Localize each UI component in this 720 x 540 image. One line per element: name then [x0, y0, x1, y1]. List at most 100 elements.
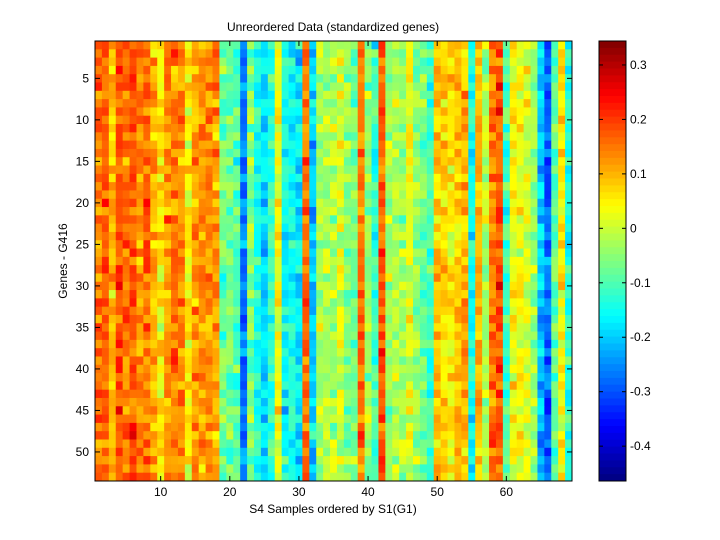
heatmap-cell [530, 397, 538, 407]
heatmap-cell [482, 148, 490, 158]
heatmap-cell [516, 41, 525, 50]
heatmap-cell [205, 265, 213, 274]
heatmap-cell [558, 431, 566, 440]
heatmap-cell [115, 65, 124, 75]
heatmap-cell [482, 231, 490, 241]
heatmap-cell [530, 364, 538, 374]
heatmap-cell [205, 331, 213, 341]
heatmap-cell [336, 364, 345, 374]
heatmap-cell [295, 414, 303, 424]
heatmap-cell [433, 90, 442, 100]
heatmap-cell [219, 115, 227, 125]
heatmap-cell [537, 439, 545, 449]
heatmap-cell [406, 472, 414, 482]
heatmap-cell [240, 439, 248, 449]
heatmap-cell [330, 49, 338, 58]
heatmap-cell [164, 231, 172, 241]
heatmap-cell [323, 57, 331, 67]
heatmap-cell [177, 389, 186, 399]
heatmap-cell [191, 240, 200, 249]
heatmap-cell [364, 82, 372, 92]
heatmap-cell [288, 124, 296, 133]
heatmap-cell [254, 240, 262, 249]
heatmap-cell [260, 65, 269, 75]
heatmap-cell [281, 240, 289, 249]
heatmap-cell [495, 231, 504, 241]
heatmap-cell [419, 173, 428, 183]
heatmap-cell [399, 439, 407, 449]
heatmap-cell [343, 157, 352, 166]
heatmap-cell [129, 140, 137, 150]
heatmap-cell [323, 231, 331, 241]
heatmap-cell [440, 381, 448, 391]
heatmap-cell [164, 256, 172, 266]
heatmap-cell [101, 132, 110, 142]
heatmap-cell [219, 207, 227, 216]
heatmap-cell [440, 74, 448, 83]
heatmap-cell [378, 173, 386, 183]
heatmap-cell [240, 173, 248, 183]
heatmap-cell [171, 381, 179, 391]
heatmap-cell [385, 223, 393, 233]
heatmap-cell [406, 414, 414, 424]
heatmap-cell [184, 256, 193, 266]
heatmap-cell [95, 49, 103, 58]
heatmap-cell [530, 223, 538, 233]
heatmap-cell [537, 447, 545, 457]
heatmap-cell [198, 74, 207, 83]
heatmap-cell [205, 165, 213, 175]
heatmap-cell [454, 157, 462, 166]
heatmap-cell [219, 414, 227, 424]
heatmap-cell [150, 331, 158, 341]
heatmap-cell [378, 41, 386, 50]
heatmap-cell [509, 82, 518, 92]
heatmap-cell [537, 273, 545, 283]
heatmap-cell [309, 49, 317, 58]
heatmap-cell [101, 348, 110, 357]
heatmap-cell [530, 49, 538, 58]
heatmap-cell [150, 323, 158, 332]
heatmap-cell [482, 464, 490, 474]
heatmap-cell [101, 248, 110, 258]
heatmap-cell [122, 124, 130, 133]
heatmap-cell [447, 306, 455, 316]
heatmap-cell [378, 65, 386, 75]
heatmap-cell [274, 273, 283, 283]
heatmap-cell [413, 456, 421, 465]
heatmap-cell [336, 165, 345, 175]
heatmap-cell [219, 74, 227, 83]
heatmap-cell [177, 74, 186, 83]
heatmap-cell [350, 41, 359, 50]
heatmap-cell [565, 41, 573, 50]
heatmap-cell [191, 414, 200, 424]
heatmap-cell [544, 115, 552, 125]
heatmap-cell [122, 323, 130, 332]
heatmap-cell [454, 397, 462, 407]
heatmap-cell [129, 148, 137, 158]
heatmap-cell [447, 240, 455, 249]
heatmap-cell [247, 364, 255, 374]
heatmap-cell [447, 464, 455, 474]
heatmap-cell [240, 298, 248, 308]
heatmap-cell [219, 306, 227, 316]
heatmap-cell [177, 348, 186, 357]
heatmap-cell [157, 57, 165, 67]
heatmap-cell [371, 348, 379, 357]
heatmap-cell [385, 57, 393, 67]
chart-title: Unreordered Data (standardized genes) [227, 20, 439, 34]
heatmap-cell [157, 157, 165, 166]
heatmap-cell [136, 472, 144, 482]
heatmap-cell [198, 107, 207, 117]
heatmap-cell [330, 306, 338, 316]
heatmap-cell [150, 99, 158, 108]
heatmap-cell [157, 314, 165, 324]
heatmap-cell [461, 248, 469, 258]
heatmap-cell [530, 198, 538, 208]
heatmap-cell [240, 397, 248, 407]
heatmap-cell [399, 148, 407, 158]
heatmap-cell [254, 49, 262, 58]
heatmap-cell [191, 124, 200, 133]
heatmap-cell [433, 207, 442, 216]
heatmap-cell [323, 273, 331, 283]
heatmap-cell [191, 173, 200, 183]
